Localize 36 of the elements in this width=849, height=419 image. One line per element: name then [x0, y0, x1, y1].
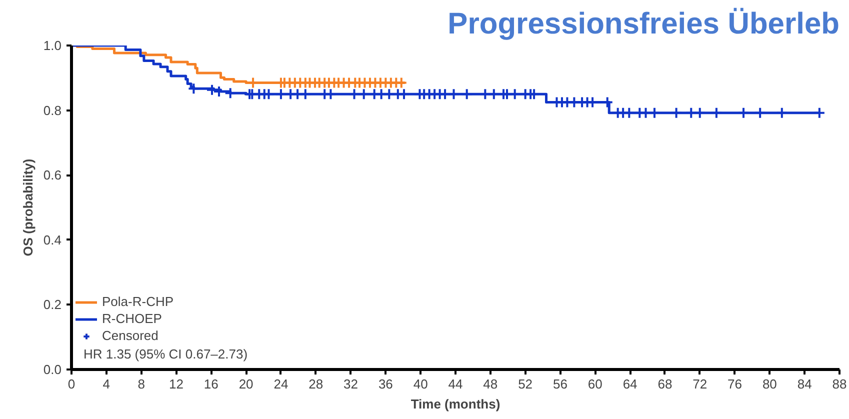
y-tick-label: 0.2: [43, 297, 62, 312]
x-tick-label: 56: [552, 376, 568, 392]
x-tick-label: 4: [102, 376, 110, 392]
x-tick-label: 52: [518, 376, 533, 392]
x-tick-label: 76: [728, 376, 742, 392]
x-tick-label: 48: [483, 376, 498, 392]
x-tick-label: 36: [378, 376, 393, 392]
x-tick-label: 0: [68, 376, 76, 392]
x-tick-label: 24: [274, 376, 288, 392]
legend-label: R-CHOEP: [102, 311, 162, 326]
x-tick-label: 84: [797, 376, 812, 392]
x-tick-label: 64: [622, 376, 638, 392]
x-tick-label: 68: [658, 376, 672, 392]
x-tick-label: 44: [448, 376, 463, 392]
x-tick-label: 20: [238, 376, 254, 392]
y-tick-label: 0.6: [43, 168, 62, 183]
x-tick-label: 80: [762, 376, 777, 392]
x-tick-label: 32: [344, 376, 358, 392]
legend-label: Pola-R-CHP: [102, 294, 174, 309]
y-tick-label: 0.0: [43, 362, 62, 377]
y-tick-label: 1.0: [43, 38, 62, 53]
legend-label: Censored: [102, 328, 158, 343]
y-tick-label: 0.8: [43, 102, 62, 118]
y-axis-title: OS (probability): [20, 158, 36, 256]
chart-title: Progressionsfreies Überleb: [448, 8, 840, 40]
x-tick-label: 12: [168, 376, 184, 392]
x-tick-label: 8: [138, 376, 145, 392]
y-tick-label: 0.4: [43, 232, 62, 248]
x-tick-label: 28: [308, 376, 324, 392]
x-tick-label: 60: [588, 376, 602, 392]
x-tick-label: 72: [692, 376, 708, 392]
x-tick-label: 16: [204, 376, 218, 392]
annotation: HR 1.35 (95% CI 0.67–2.73): [84, 346, 248, 362]
x-tick-label: 88: [832, 376, 847, 392]
x-tick-label: 40: [413, 376, 428, 392]
x-axis-title: Time (months): [410, 396, 500, 412]
